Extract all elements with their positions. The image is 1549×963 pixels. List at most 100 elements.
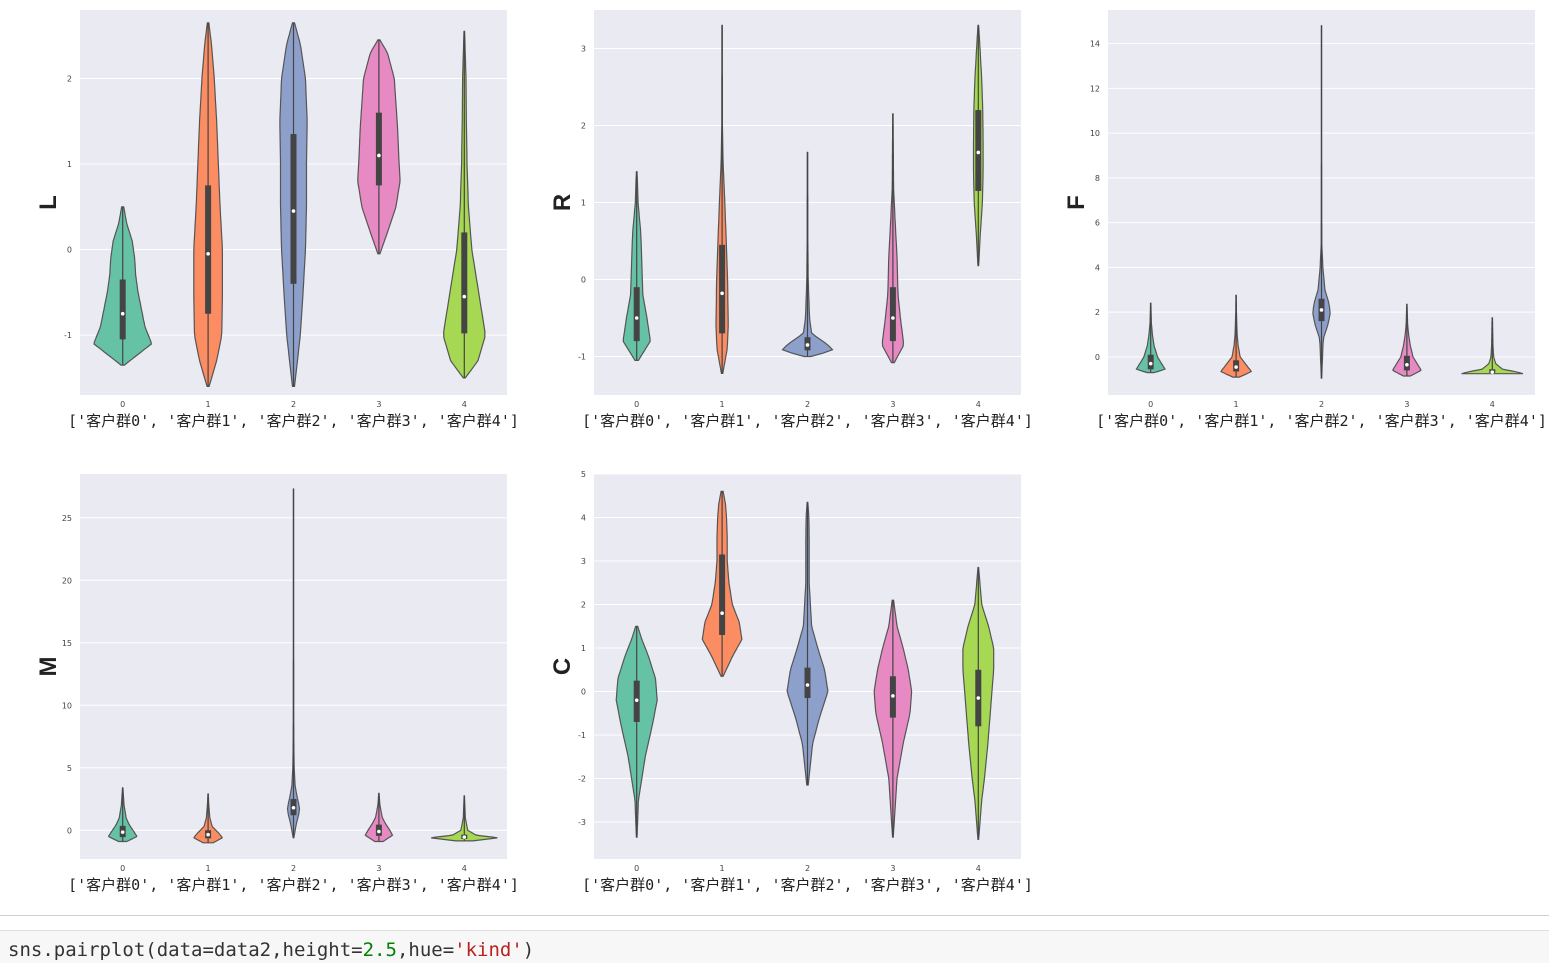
x-tick-label: 3: [1404, 400, 1409, 409]
y-tick-label: 1: [581, 199, 586, 208]
violin-median: [1319, 308, 1324, 312]
code-text-mid: ,hue=: [396, 939, 455, 961]
y-tick-label: 20: [62, 576, 72, 585]
violin-median: [805, 343, 810, 347]
y-tick-label: -1: [64, 331, 72, 340]
violin-2: [786, 501, 829, 786]
violin-median: [634, 316, 639, 320]
y-tick-label: 1: [581, 644, 586, 653]
x-tick-label: 2: [291, 864, 296, 873]
y-tick-label: 0: [581, 276, 586, 285]
x-tick-label: 0: [634, 864, 639, 873]
violin-1: [1220, 294, 1253, 378]
violin-median: [291, 209, 296, 213]
y-tick-label: 0: [1095, 353, 1100, 362]
y-axis-label: C: [549, 658, 576, 675]
y-axis-label: F: [1063, 195, 1090, 210]
y-tick-label: 2: [581, 601, 586, 610]
violin-0: [1135, 302, 1166, 374]
x-tick-label: 2: [805, 400, 810, 409]
violin-median: [1405, 362, 1409, 367]
y-tick-label: 0: [581, 688, 586, 697]
violin-median: [120, 830, 125, 834]
y-tick-label: 1: [67, 160, 72, 169]
violin-median: [891, 694, 895, 698]
x-tick-label: 3: [376, 864, 381, 873]
y-tick-label: 3: [581, 557, 586, 566]
violin-iqr-box: [375, 112, 382, 186]
y-tick-label: 10: [62, 701, 72, 710]
violin-1: [701, 490, 743, 677]
violin-panel-c: -3 -2 -1 0 1 2 3 4 5 0 1 2 3 4 C ['客户群0', '客户群1', '客户群2…: [549, 470, 1033, 894]
violin-panel-r: -1 0 1 2 3 0 1 2 3 4 R ['客户群0', '客户群1', '客户群2', '客户…: [549, 10, 1033, 430]
violin-iqr-box: [119, 279, 126, 340]
y-axis-label: L: [35, 195, 62, 210]
violin-median: [377, 153, 381, 158]
violin-median: [805, 683, 810, 687]
violin-median: [976, 150, 981, 155]
violin-3: [881, 113, 905, 364]
y-tick-label: 15: [62, 639, 72, 648]
y-tick-label: 0: [67, 246, 72, 255]
x-tick-label: 1: [1234, 400, 1239, 409]
violin-4: [431, 795, 498, 842]
x-tick-label: 3: [890, 864, 895, 873]
violin-median: [1490, 370, 1495, 374]
violin-median: [976, 696, 981, 700]
violin-iqr-box: [975, 110, 982, 191]
violin-median: [377, 829, 381, 834]
violin-median: [891, 316, 895, 320]
violin-1: [193, 22, 223, 387]
violin-2: [1312, 25, 1331, 379]
violin-iqr-box: [719, 554, 726, 635]
violin-median: [291, 805, 296, 810]
y-tick-label: 8: [1095, 174, 1100, 183]
violin-4: [1461, 317, 1524, 375]
x-tick-label: 0: [120, 400, 125, 409]
y-tick-label: -2: [578, 775, 586, 784]
y-tick-label: 4: [581, 514, 586, 523]
code-text-suffix: ): [522, 939, 535, 961]
x-tick-label: 4: [1490, 400, 1495, 409]
x-tick-label: 2: [291, 400, 296, 409]
violin-median: [462, 835, 467, 839]
violin-4: [972, 24, 984, 267]
violin-1: [193, 793, 223, 844]
violin-median: [634, 698, 639, 703]
violin-3: [357, 39, 401, 255]
code-cell[interactable]: sns.pairplot(data=data2,height=2.5,hue='…: [0, 930, 1549, 963]
violin-0: [93, 206, 153, 366]
y-axis-label: M: [35, 657, 62, 677]
x-axis-label: ['客户群0', '客户群1', '客户群2', '客户群3', '客户群4']: [68, 876, 519, 894]
violin-median: [720, 611, 724, 616]
violin-median: [206, 252, 210, 256]
violin-panel-m: 0 5 10 15 20 25 0 1 2 3 4 M ['客户群0', '客户群1', '客户群2',…: [35, 474, 519, 894]
x-tick-label: 0: [120, 864, 125, 873]
x-tick-label: 0: [634, 400, 639, 409]
y-tick-label: 2: [581, 122, 586, 131]
y-tick-label: 12: [1090, 84, 1100, 93]
violin-3: [873, 599, 913, 838]
y-tick-label: -1: [578, 731, 586, 740]
violin-0: [622, 171, 651, 361]
y-tick-label: -3: [578, 818, 586, 827]
violin-median: [1148, 361, 1153, 366]
y-tick-label: 6: [1095, 219, 1100, 228]
x-axis-label: ['客户群0', '客户群1', '客户群2', '客户群3', '客户群4']: [582, 412, 1033, 430]
violin-iqr-box: [461, 232, 468, 334]
violin-4: [962, 566, 995, 840]
violin-iqr-box: [205, 185, 212, 314]
y-tick-label: -1: [578, 353, 586, 362]
x-tick-label: 0: [1148, 400, 1153, 409]
x-tick-label: 1: [206, 864, 211, 873]
code-text-string: 'kind': [454, 939, 523, 961]
violin-iqr-box: [290, 134, 297, 284]
y-tick-label: 0: [67, 826, 72, 835]
violin-3: [364, 792, 394, 843]
code-text-prefix: sns.pairplot(data=data2,height=: [8, 939, 363, 961]
y-tick-label: 10: [1090, 129, 1100, 138]
x-tick-label: 4: [976, 400, 981, 409]
x-axis-label: ['客户群0', '客户群1', '客户群2', '客户群3', '客户群4']: [1096, 412, 1547, 430]
x-axis-label: ['客户群0', '客户群1', '客户群2', '客户群3', '客户群4']: [68, 412, 519, 430]
